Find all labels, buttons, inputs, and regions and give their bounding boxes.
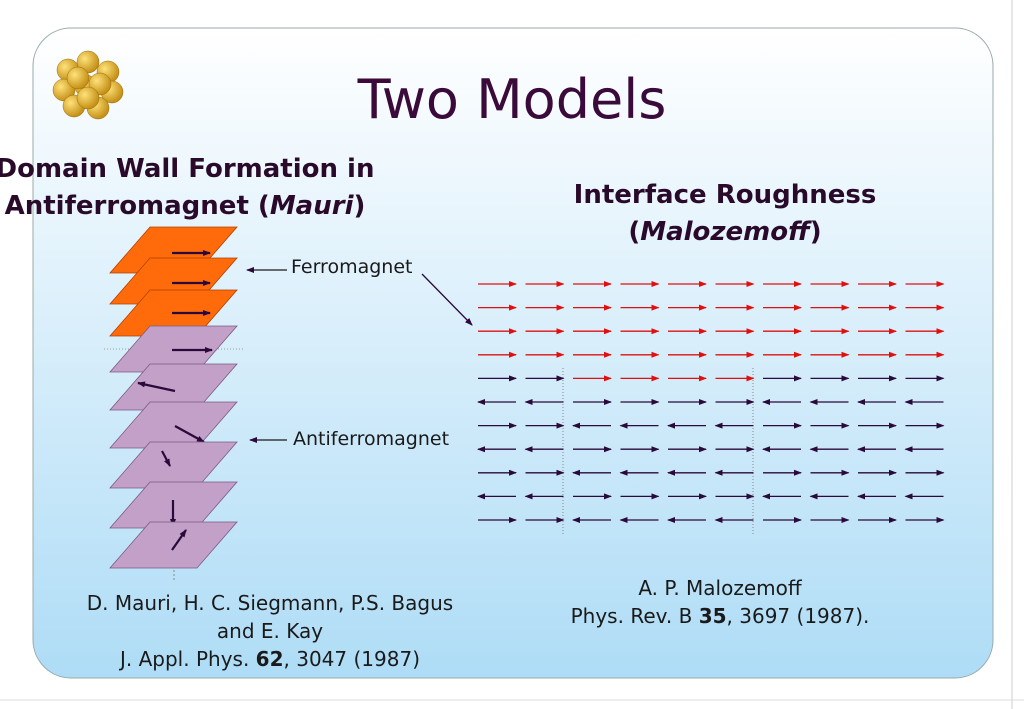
citation-text: J. Appl. Phys. xyxy=(120,647,256,671)
citation-line: D. Mauri, H. C. Siegmann, P.S. Bagus xyxy=(86,591,454,615)
citation-volume: 35 xyxy=(698,604,727,628)
layer-label: Antiferromagnet xyxy=(293,428,450,450)
spin-arrow xyxy=(174,425,205,443)
heading-text: ) xyxy=(353,191,366,221)
antiferromagnet-layer xyxy=(109,521,238,569)
heading-italic: Malozemoff xyxy=(640,217,810,247)
citation-line: A. P. Malozemoff xyxy=(638,576,802,600)
citation-text: Phys. Rev. B xyxy=(570,604,699,628)
heading-italic: Mauri xyxy=(269,191,354,221)
layer-label: Ferromagnet xyxy=(291,256,413,278)
heading-text: Antiferromagnet ( xyxy=(4,191,270,221)
heading-line: Domain Wall Formation in xyxy=(0,154,375,184)
spin-arrow xyxy=(171,529,187,551)
spin-arrow xyxy=(137,381,176,393)
heading-text: ( xyxy=(628,217,641,247)
slide-title: Two Models xyxy=(357,68,667,131)
spin-arrow xyxy=(161,450,171,467)
right-citation: A. P. Malozemoff Phys. Rev. B 35, 3697 (… xyxy=(520,574,920,630)
citation-text: , 3697 (1987). xyxy=(726,604,870,628)
spin-grid xyxy=(477,281,945,535)
right-heading: Interface Roughness (Malozemoff) xyxy=(525,177,925,251)
left-citation: D. Mauri, H. C. Siegmann, P.S. Bagus and… xyxy=(45,589,495,673)
heading-line: (Malozemoff) xyxy=(525,214,925,251)
heading-line: Antiferromagnet (Mauri) xyxy=(0,188,385,225)
pointer-arrow xyxy=(421,273,473,326)
citation-line: J. Appl. Phys. 62, 3047 (1987) xyxy=(45,645,495,673)
heading-line: Interface Roughness xyxy=(573,180,877,210)
citation-line: and E. Kay xyxy=(216,619,324,643)
citation-volume: 62 xyxy=(255,647,284,671)
heading-text: ) xyxy=(809,217,822,247)
layer-stack xyxy=(104,226,245,580)
citation-line: Phys. Rev. B 35, 3697 (1987). xyxy=(520,602,920,630)
left-heading: Domain Wall Formation in Antiferromagnet… xyxy=(0,151,385,225)
logo xyxy=(52,50,124,120)
logo-sphere xyxy=(66,66,90,90)
citation-text: , 3047 (1987) xyxy=(283,647,420,671)
logo-sphere xyxy=(76,86,100,110)
